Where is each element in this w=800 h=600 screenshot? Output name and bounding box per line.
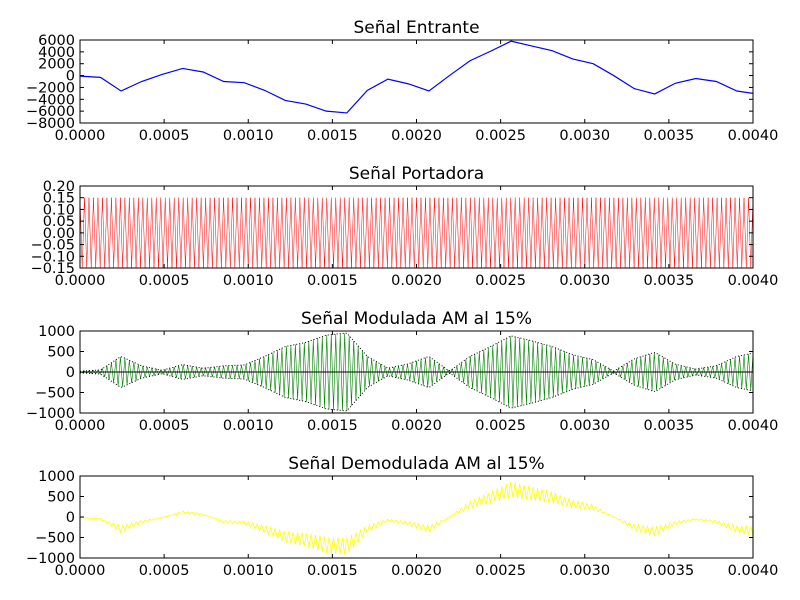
y-tick-label: 1000 bbox=[38, 469, 75, 485]
x-tick-label: 0.0030 bbox=[559, 273, 610, 289]
series-line bbox=[80, 40, 753, 114]
y-tick-label: −0.10 bbox=[31, 249, 75, 265]
x-tick-label: 0.0005 bbox=[139, 418, 190, 434]
panel-1: Señal Entrante 0.0000 0.0005 0.0010 0.0015 0.… bbox=[26, 18, 778, 144]
y-tick-label: 500 bbox=[47, 490, 75, 506]
y-tick-label: 0 bbox=[66, 365, 75, 381]
panel-2: Señal Portadora 0.0000 0.0005 0.0010 0.0015 0… bbox=[31, 164, 779, 289]
y-tick-label: −8000 bbox=[26, 116, 75, 132]
y-tick-label: −4000 bbox=[26, 92, 75, 108]
y-tick-label: −0.15 bbox=[31, 261, 75, 277]
x-tick-label: 0.0010 bbox=[223, 418, 274, 434]
chart-title: Señal Demodulada AM al 15% bbox=[288, 454, 544, 474]
x-tick-label: 0.0020 bbox=[391, 273, 442, 289]
x-tick-label: 0.0000 bbox=[55, 273, 106, 289]
x-tick-label: 0.0035 bbox=[644, 563, 695, 579]
x-tick-label: 0.0010 bbox=[223, 563, 274, 579]
y-tick-label: 4000 bbox=[38, 45, 75, 61]
y-tick-label: −500 bbox=[35, 531, 75, 547]
chart-title: Señal Modulada AM al 15% bbox=[301, 309, 532, 329]
x-tick-label: 0.0040 bbox=[728, 563, 779, 579]
x-tick-label: 0.0020 bbox=[391, 418, 442, 434]
x-tick-label: 0.0030 bbox=[559, 563, 610, 579]
y-tick-label: 0.10 bbox=[43, 202, 75, 218]
x-tick-label: 0.0025 bbox=[475, 273, 526, 289]
x-tick-label: 0.0040 bbox=[728, 418, 779, 434]
x-tick-label: 0.0030 bbox=[559, 128, 610, 144]
x-tick-label: 0.0035 bbox=[644, 418, 695, 434]
x-tick-label: 0.0035 bbox=[644, 273, 695, 289]
plot-area bbox=[80, 332, 753, 412]
y-tick-label: −1000 bbox=[26, 406, 75, 422]
x-tick-label: 0.0025 bbox=[475, 128, 526, 144]
axes-frame bbox=[79, 39, 754, 124]
y-tick-label: −0.05 bbox=[31, 238, 75, 254]
y-tick-label: 0.15 bbox=[43, 191, 75, 207]
x-tick-label: 0.0015 bbox=[307, 273, 358, 289]
x-tick-label: 0.0000 bbox=[55, 418, 106, 434]
x-tick-label: 0.0025 bbox=[475, 418, 526, 434]
x-tick-label: 0.0005 bbox=[139, 128, 190, 144]
x-tick-label: 0.0005 bbox=[139, 563, 190, 579]
y-tick-label: 0 bbox=[66, 69, 75, 85]
x-tick-label: 0.0020 bbox=[391, 128, 442, 144]
carrier-line bbox=[80, 197, 753, 268]
upper-envelope bbox=[80, 332, 753, 372]
x-tick-label: 0.0015 bbox=[307, 563, 358, 579]
x-tick-label: 0.0015 bbox=[307, 418, 358, 434]
chart-title: Señal Portadora bbox=[349, 164, 484, 184]
y-tick-label: −1000 bbox=[26, 551, 75, 567]
y-tick-label: −6000 bbox=[26, 104, 75, 120]
x-tick-label: 0.0010 bbox=[223, 128, 274, 144]
x-tick-label: 0.0015 bbox=[307, 128, 358, 144]
x-tick-label: 0.0020 bbox=[391, 563, 442, 579]
y-tick-label: 0.20 bbox=[43, 179, 75, 195]
demodulated-line bbox=[80, 481, 753, 555]
y-tick-label: 2000 bbox=[38, 57, 75, 73]
y-tick-label: 6000 bbox=[38, 33, 75, 49]
x-tick-label: 0.0000 bbox=[55, 128, 106, 144]
x-tick-label: 0.0040 bbox=[728, 128, 779, 144]
panel-3: Señal Modulada AM al 15% 0.0000 0.0005 0.00… bbox=[26, 309, 778, 434]
y-tick-label: 0 bbox=[66, 510, 75, 526]
x-tick-label: 0.0040 bbox=[728, 273, 779, 289]
modulated-line bbox=[80, 333, 753, 411]
x-tick-label: 0.0010 bbox=[223, 273, 274, 289]
x-tick-label: 0.0030 bbox=[559, 418, 610, 434]
y-tick-label: −2000 bbox=[26, 80, 75, 96]
axes-frame bbox=[79, 475, 754, 559]
x-tick-label: 0.0000 bbox=[55, 563, 106, 579]
y-tick-label: 500 bbox=[47, 345, 75, 361]
chart-title: Señal Entrante bbox=[353, 18, 479, 38]
plot-area bbox=[80, 40, 753, 114]
y-tick-label: 1000 bbox=[38, 324, 75, 340]
panel-4: Señal Demodulada AM al 15% 0.0000 0.0005 0.… bbox=[26, 454, 778, 579]
x-tick-label: 0.0005 bbox=[139, 273, 190, 289]
plot-area bbox=[80, 197, 753, 268]
plot-area bbox=[80, 481, 753, 555]
x-tick-label: 0.0035 bbox=[644, 128, 695, 144]
y-tick-label: 0.00 bbox=[43, 226, 75, 242]
x-tick-label: 0.0025 bbox=[475, 563, 526, 579]
y-tick-label: 0.05 bbox=[43, 214, 75, 230]
y-tick-label: −500 bbox=[35, 386, 75, 402]
